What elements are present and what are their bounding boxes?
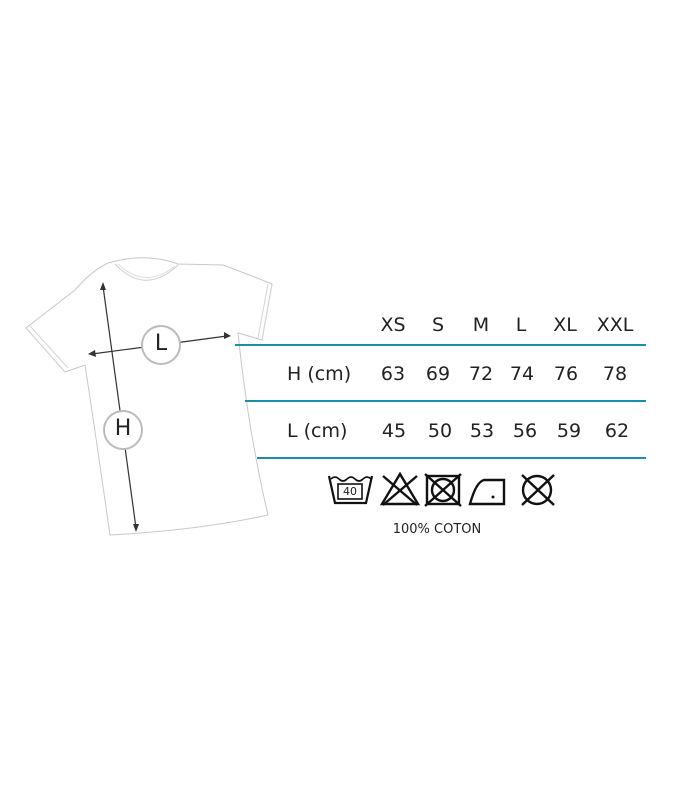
iron-low-icon (468, 478, 506, 506)
height-arrow (102, 285, 137, 529)
value: 45 (381, 420, 407, 442)
value: 69 (425, 363, 451, 385)
tshirt-diagram (25, 257, 273, 536)
height-label: H (114, 416, 132, 441)
wash-40-icon (327, 475, 374, 505)
size-l: L (515, 314, 527, 336)
no-dry-clean-icon (521, 474, 555, 506)
value: 59 (556, 420, 582, 442)
value: 76 (553, 363, 579, 385)
size-s: S (431, 314, 445, 336)
value: 56 (512, 420, 538, 442)
table-rule (235, 344, 646, 346)
row-label-height: H (cm) (287, 363, 352, 385)
table-rule (257, 457, 646, 459)
value: 50 (427, 420, 453, 442)
value: 78 (602, 363, 628, 385)
fabric-composition: 100% COTON (392, 522, 482, 537)
size-xxl: XXL (596, 314, 634, 336)
wash-temperature: 40 (343, 485, 357, 498)
size-xs: XS (380, 314, 406, 336)
size-m: M (472, 314, 490, 336)
size-xl: XL (553, 314, 577, 336)
table-rule (245, 400, 646, 402)
tshirt-outline (25, 257, 273, 536)
width-label: L (154, 331, 168, 356)
value: 74 (509, 363, 535, 385)
value: 53 (469, 420, 495, 442)
value: 63 (380, 363, 406, 385)
value: 72 (468, 363, 494, 385)
row-label-width: L (cm) (287, 420, 348, 442)
no-bleach-icon (379, 471, 421, 506)
value: 62 (604, 420, 630, 442)
care-symbols (327, 471, 555, 507)
no-tumble-dry-icon (424, 473, 462, 507)
